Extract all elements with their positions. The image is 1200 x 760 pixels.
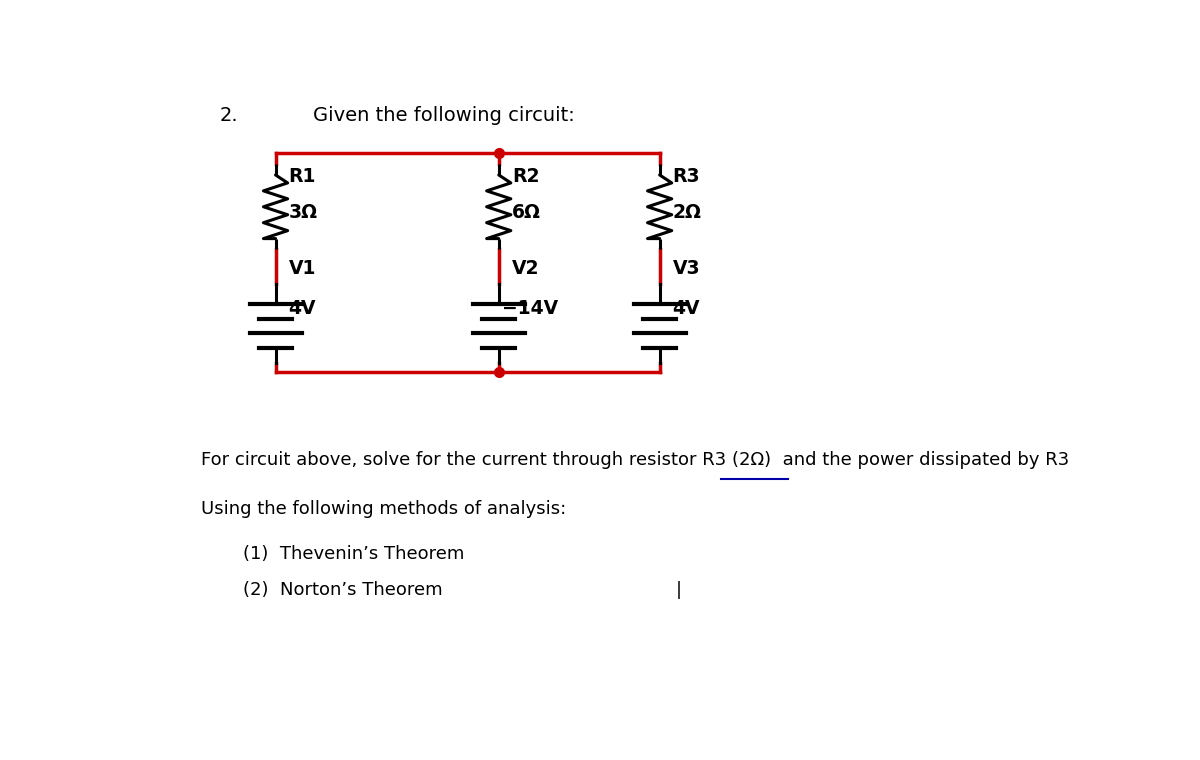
Text: V1: V1 <box>288 259 316 278</box>
Text: R3: R3 <box>673 167 701 186</box>
Text: V3: V3 <box>673 259 701 278</box>
Text: 4V: 4V <box>288 299 316 318</box>
Text: Given the following circuit:: Given the following circuit: <box>313 106 575 125</box>
Text: (2)  Norton’s Theorem: (2) Norton’s Theorem <box>242 581 443 599</box>
Text: 3Ω: 3Ω <box>288 203 318 222</box>
Text: (1)  Thevenin’s Theorem: (1) Thevenin’s Theorem <box>242 545 464 562</box>
Text: V2: V2 <box>511 259 539 278</box>
Text: For circuit above, solve for the current through resistor R3 (2Ω)  and the power: For circuit above, solve for the current… <box>202 451 1069 469</box>
Text: 6Ω: 6Ω <box>511 203 541 222</box>
Text: |: | <box>676 581 682 599</box>
Text: R2: R2 <box>511 167 539 186</box>
Text: 4V: 4V <box>673 299 700 318</box>
Text: −14V: −14V <box>503 299 558 318</box>
Text: 2.: 2. <box>220 106 239 125</box>
Text: R1: R1 <box>288 167 316 186</box>
Text: Using the following methods of analysis:: Using the following methods of analysis: <box>202 499 566 518</box>
Text: 2Ω: 2Ω <box>673 203 702 222</box>
